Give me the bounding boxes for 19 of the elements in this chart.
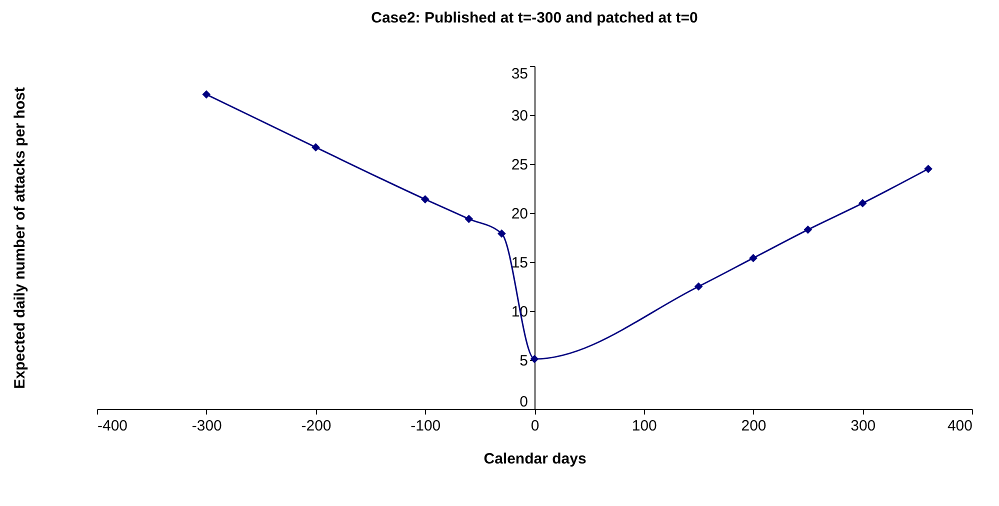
y-tick-label: 15 xyxy=(511,254,528,272)
x-tick-label: -200 xyxy=(301,418,332,434)
x-tick-label: 100 xyxy=(632,418,657,434)
y-axis-title: Expected daily number of attacks per host xyxy=(12,87,28,389)
x-tick-label: 400 xyxy=(947,418,972,434)
x-tick-label: -100 xyxy=(410,418,441,434)
x-tick-label: -400 xyxy=(98,418,128,434)
y-tick-label: 20 xyxy=(511,206,528,222)
chart-title: Case2: Published at t=-300 and patched at t=0 xyxy=(371,10,698,26)
x-tick-label: 300 xyxy=(850,418,876,434)
x-tick-label: 200 xyxy=(741,418,766,434)
y-tick-label: 5 xyxy=(520,352,528,370)
x-tick-label: 0 xyxy=(530,418,540,434)
y-tick-label: 25 xyxy=(511,156,528,174)
x-axis-title: Calendar days xyxy=(484,450,586,468)
y-tick-label: 30 xyxy=(511,108,528,124)
y-tick-label: 0 xyxy=(520,394,528,410)
x-tick-label: -300 xyxy=(192,418,222,434)
y-tick-label: 35 xyxy=(511,66,528,82)
